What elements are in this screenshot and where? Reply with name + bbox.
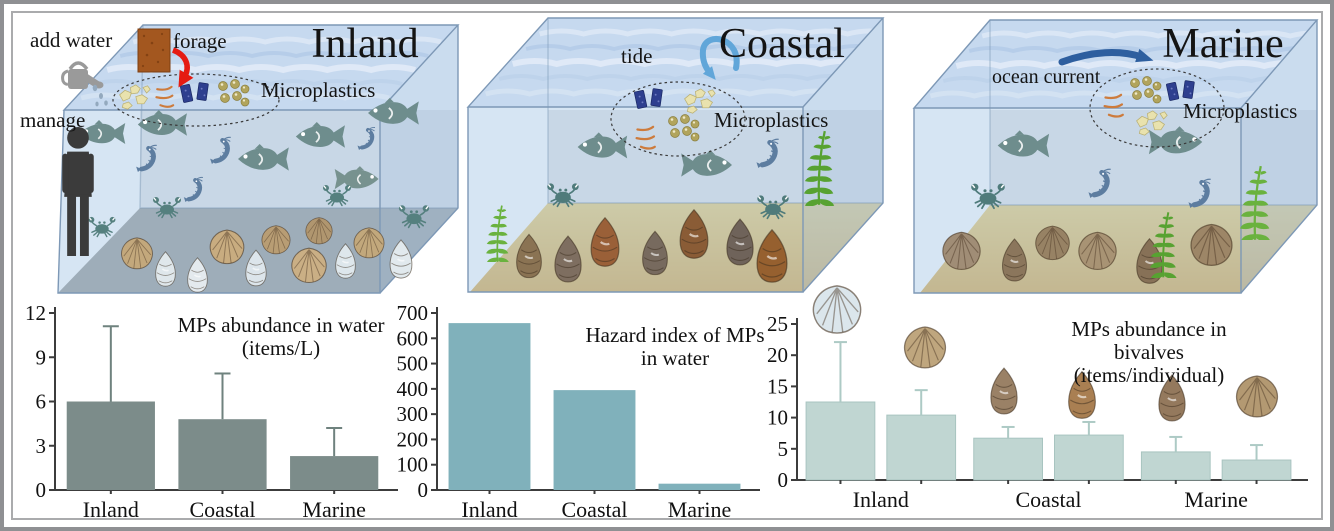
aquaculture-tank-scenes [57, 17, 1319, 294]
chart2-title-line2: in water [640, 346, 710, 370]
white-clam-shell-icon [812, 285, 862, 334]
inland-title: Inland [311, 21, 419, 67]
chart3-title-line2: (items/individual) [1073, 363, 1225, 387]
microplastics-ellipse [610, 81, 746, 157]
forage-label: forage [173, 29, 227, 53]
forage-arrow-icon [171, 47, 194, 88]
category-label: Marine [302, 497, 366, 522]
y-tick-label: 400 [397, 377, 429, 401]
y-tick-label: 600 [397, 326, 429, 350]
chart1-title-line1: MPs abundance in water [177, 313, 385, 337]
y-tick-label: 15 [767, 374, 788, 398]
sea-snail-shell-icon [989, 366, 1019, 416]
clam-shell-icon [305, 217, 333, 245]
tank-glass-edges [912, 19, 1319, 294]
bar [1054, 434, 1124, 481]
water-drops-icon [92, 84, 108, 107]
y-tick-label: 0 [418, 478, 429, 502]
bar [1221, 459, 1292, 481]
clam-shell-icon [1078, 231, 1117, 271]
y-tick-label: 500 [397, 352, 429, 376]
coastal-title: Coastal [719, 21, 845, 67]
manage-label: manage [20, 108, 86, 132]
category-label: Inland [83, 497, 139, 522]
category-label: Inland [853, 487, 909, 512]
category-label: Inland [461, 497, 517, 522]
clam-shell-icon [1035, 225, 1070, 261]
bar [553, 390, 636, 490]
chart3-title-line1: MPs abundance in bivalves [1071, 317, 1227, 364]
y-tick-label: 3 [36, 434, 47, 458]
category-label: Coastal [190, 497, 256, 522]
chart1-title-line2: (items/L) [241, 336, 321, 360]
y-tick-label: 100 [397, 453, 429, 477]
category-label: Coastal [1016, 487, 1082, 512]
tide-label: tide [621, 44, 653, 68]
microplastics-ellipse [112, 73, 280, 127]
bar [658, 483, 741, 490]
y-tick-label: 6 [36, 390, 47, 414]
chart3-title: MPs abundance in bivalves (items/individ… [1034, 318, 1264, 387]
chart2-title-line1: Hazard index of MPs [585, 323, 765, 347]
coastal-tank [466, 17, 885, 293]
bar [805, 401, 876, 481]
y-tick-label: 0 [36, 478, 47, 502]
tide-arrow-icon [699, 36, 740, 80]
tank-glass-edges [466, 17, 885, 293]
bar [1140, 451, 1211, 481]
y-tick-label: 5 [778, 437, 789, 461]
add-water-label: add water [30, 28, 113, 52]
microplastics-cluster [112, 73, 280, 127]
clam-shell-icon [209, 229, 245, 265]
clam-shell-icon [1190, 223, 1233, 266]
microplastics-cluster [1089, 68, 1225, 148]
y-tick-label: 200 [397, 427, 429, 451]
ocean-current-label: ocean current [992, 66, 1101, 88]
category-label: Marine [668, 497, 732, 522]
ocean-current-arrow-icon [1058, 48, 1154, 66]
bar [290, 456, 379, 490]
clam-shell-icon [353, 227, 385, 259]
clam-shell-icon [942, 231, 981, 271]
cockle-shell-icon [903, 326, 947, 369]
marine-title: Marine [1162, 21, 1284, 67]
category-label: Coastal [562, 497, 628, 522]
clam-shell-icon [261, 225, 291, 255]
y-tick-label: 20 [767, 343, 788, 367]
y-tick-label: 25 [767, 312, 788, 336]
forage-block [137, 28, 171, 73]
marine-tank [912, 19, 1319, 294]
microplastics-label: Microplastics [1183, 99, 1298, 123]
bar [448, 323, 531, 490]
bar [66, 401, 155, 490]
y-tick-label: 700 [397, 302, 429, 325]
bar [178, 419, 267, 490]
clam-shell-icon [291, 247, 327, 284]
clam-shell-icon [121, 237, 153, 270]
bar [973, 437, 1043, 481]
category-label: Marine [1184, 487, 1248, 512]
y-tick-label: 9 [36, 345, 47, 369]
microplastics-label: Microplastics [714, 108, 829, 132]
y-tick-label: 0 [778, 468, 789, 492]
y-tick-label: 12 [25, 302, 46, 325]
microplastics-ellipse [1089, 68, 1225, 148]
mps-abundance-in-bivalves-chart: 0 5 10 15 20 25 Inland Coastal Marine [767, 285, 1308, 512]
y-tick-label: 300 [397, 402, 429, 426]
inland-tank [57, 24, 460, 294]
mps-abundance-in-water-chart: 0 3 6 9 12 Inland Coastal Marine [25, 302, 398, 522]
y-tick-label: 10 [767, 406, 788, 430]
microplastics-cluster [610, 81, 746, 157]
microplastics-label: Microplastics [261, 78, 376, 102]
chart2-title: Hazard index of MPs in water [560, 324, 790, 370]
chart1-title: MPs abundance in water (items/L) [166, 314, 396, 360]
bar [886, 414, 957, 481]
